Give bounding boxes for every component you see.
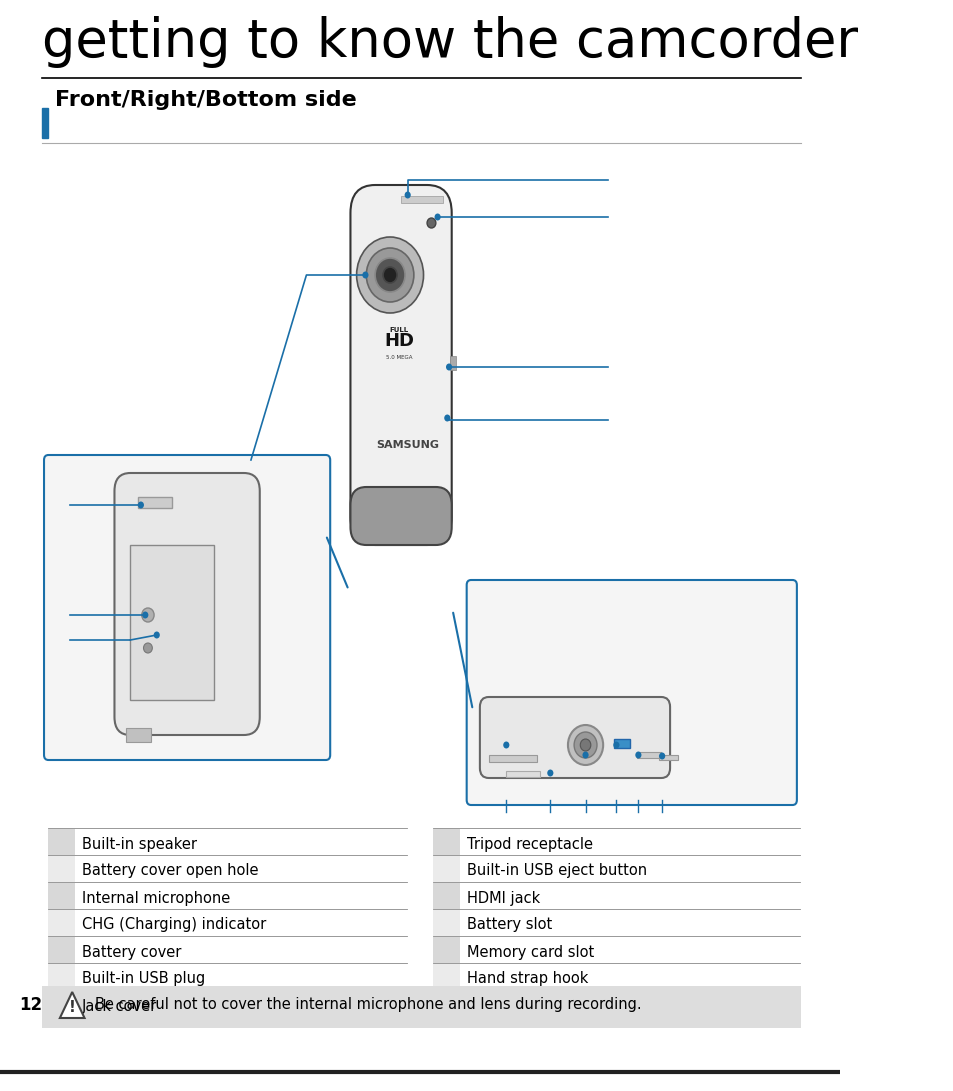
Text: SAMSUNG: SAMSUNG: [375, 440, 438, 449]
Circle shape: [502, 742, 509, 748]
Bar: [49, 991, 74, 1017]
FancyBboxPatch shape: [350, 185, 451, 546]
Text: Front/Right/Bottom side: Front/Right/Bottom side: [54, 89, 356, 110]
Text: HD: HD: [383, 332, 414, 350]
Text: Built-in USB eject button: Built-in USB eject button: [466, 863, 646, 878]
Text: Memory card slot: Memory card slot: [466, 945, 594, 959]
Circle shape: [574, 732, 597, 758]
Bar: [131, 546, 213, 700]
Text: HDMI jack: HDMI jack: [466, 890, 539, 906]
Bar: [433, 937, 459, 963]
Circle shape: [153, 632, 160, 638]
Circle shape: [579, 739, 590, 751]
Bar: [613, 739, 629, 748]
Text: Hand strap hook: Hand strap hook: [466, 971, 587, 986]
Bar: [400, 196, 442, 203]
Circle shape: [142, 608, 154, 622]
Circle shape: [362, 272, 368, 278]
Bar: [488, 755, 537, 762]
Bar: [506, 771, 539, 777]
Circle shape: [567, 726, 602, 765]
Circle shape: [375, 257, 405, 292]
Bar: [126, 728, 151, 742]
Circle shape: [547, 769, 553, 777]
Circle shape: [356, 237, 423, 313]
Text: Built-in USB plug: Built-in USB plug: [82, 971, 205, 986]
Circle shape: [613, 742, 618, 748]
Circle shape: [137, 502, 144, 508]
Bar: [49, 829, 74, 855]
Text: FULL: FULL: [389, 327, 408, 333]
Bar: [433, 910, 459, 936]
Bar: [49, 856, 74, 882]
Bar: [450, 356, 456, 370]
Circle shape: [404, 192, 411, 199]
Text: Internal microphone: Internal microphone: [82, 890, 230, 906]
Bar: [433, 856, 459, 882]
Text: CHG (Charging) indicator: CHG (Charging) indicator: [82, 918, 266, 933]
Circle shape: [635, 752, 640, 758]
Bar: [433, 964, 459, 990]
Circle shape: [582, 752, 588, 758]
FancyBboxPatch shape: [479, 697, 669, 778]
Text: !: !: [69, 999, 75, 1015]
Bar: [49, 883, 74, 909]
Circle shape: [444, 415, 450, 421]
Text: 5.0 MEGA: 5.0 MEGA: [385, 355, 412, 360]
Bar: [658, 755, 678, 760]
Text: getting to know the camcorder: getting to know the camcorder: [42, 16, 858, 68]
Text: Jack cover: Jack cover: [82, 998, 157, 1014]
FancyBboxPatch shape: [44, 455, 330, 760]
Circle shape: [382, 267, 396, 283]
Circle shape: [142, 611, 149, 619]
Circle shape: [427, 218, 436, 228]
Bar: [433, 829, 459, 855]
Bar: [636, 752, 660, 758]
Circle shape: [659, 753, 664, 759]
Bar: [42, 986, 801, 1028]
Circle shape: [366, 248, 414, 302]
Text: Be careful not to cover the internal microphone and lens during recording.: Be careful not to cover the internal mic…: [95, 997, 641, 1012]
Text: 12: 12: [19, 996, 43, 1014]
Bar: [49, 910, 74, 936]
Bar: [42, 108, 48, 137]
Text: Battery cover open hole: Battery cover open hole: [82, 863, 258, 878]
Text: Tripod receptacle: Tripod receptacle: [466, 837, 592, 851]
Circle shape: [143, 643, 152, 654]
Text: Battery cover: Battery cover: [82, 945, 181, 959]
Polygon shape: [60, 992, 85, 1018]
Bar: [49, 964, 74, 990]
Bar: [433, 883, 459, 909]
FancyBboxPatch shape: [114, 473, 259, 735]
FancyBboxPatch shape: [350, 487, 451, 546]
Circle shape: [445, 363, 452, 371]
Text: Battery slot: Battery slot: [466, 918, 552, 933]
Text: Built-in speaker: Built-in speaker: [82, 837, 196, 851]
Circle shape: [434, 214, 440, 220]
Bar: [49, 937, 74, 963]
Bar: [138, 497, 172, 508]
FancyBboxPatch shape: [466, 580, 796, 805]
